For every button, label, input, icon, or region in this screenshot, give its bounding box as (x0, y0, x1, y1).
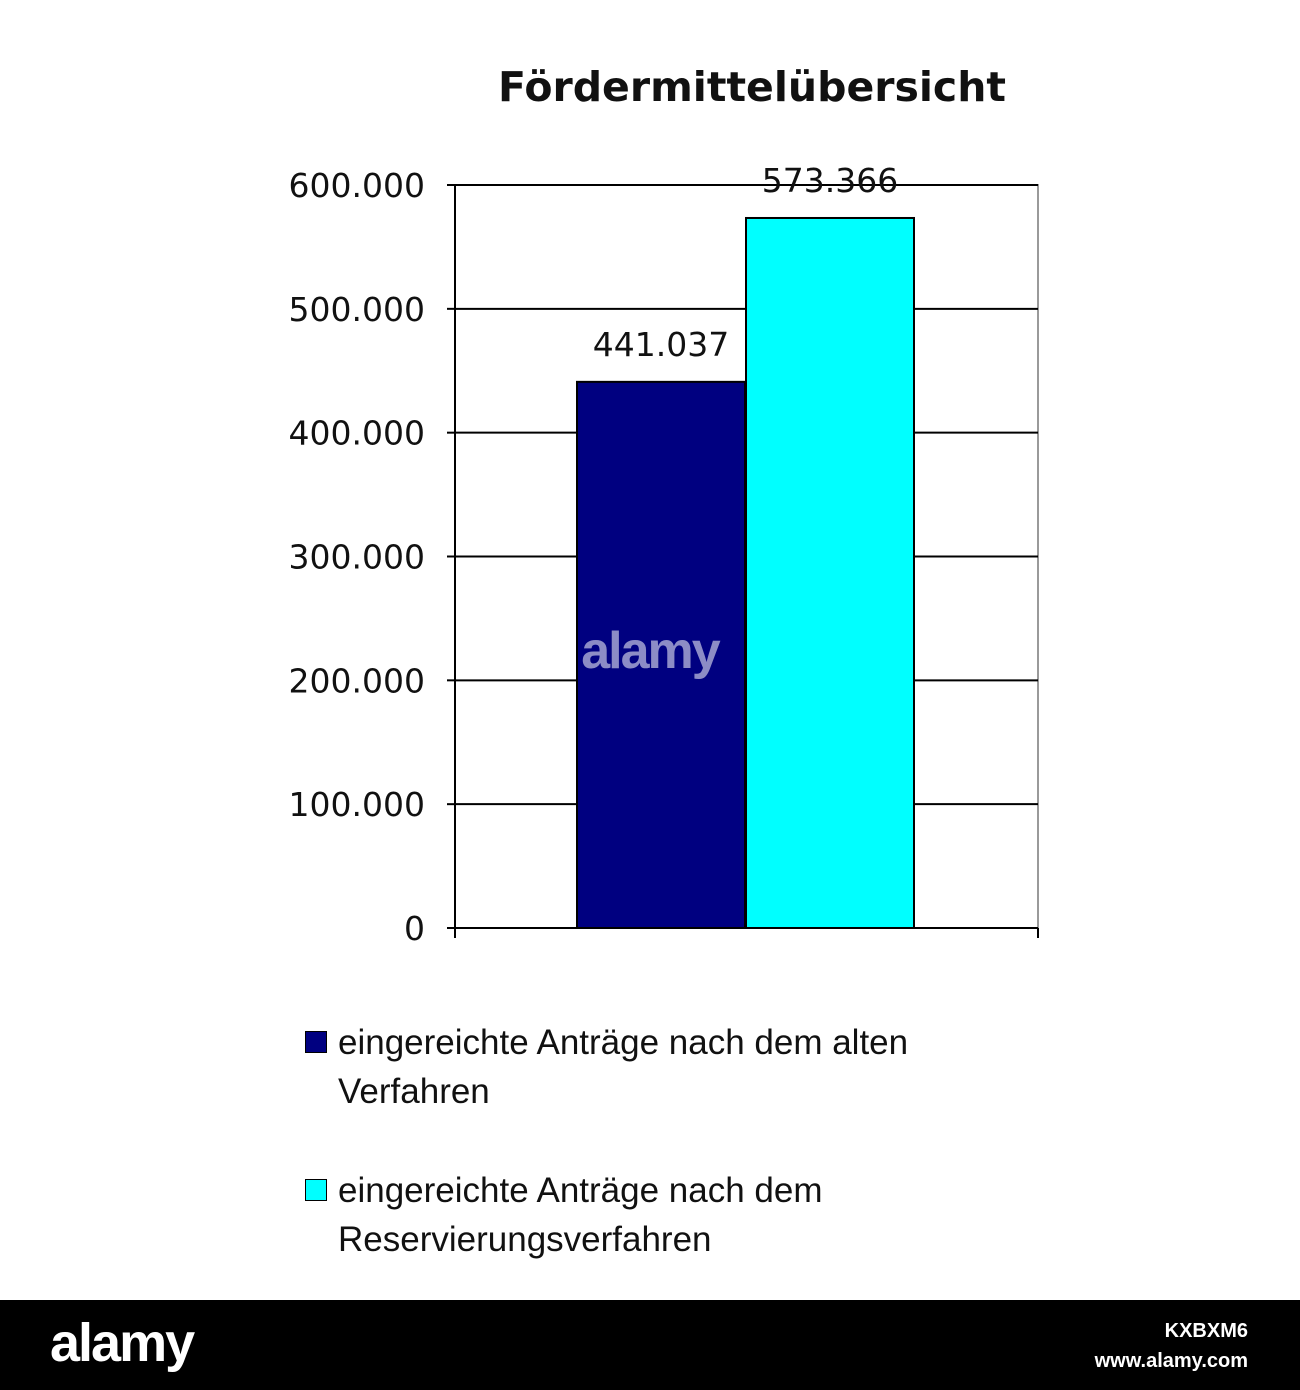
watermark-text: alamy (581, 622, 721, 680)
legend-label-alt: eingereichte Anträge nach dem alten Verf… (338, 1023, 909, 1111)
chart-title: Fördermittelübersicht (498, 63, 1006, 111)
legend-item-reservierung: eingereichte Anträge nach dem Reservieru… (305, 1166, 985, 1264)
legend-swatch-alt (305, 1031, 327, 1053)
y-tick-label: 600.000 (289, 166, 425, 205)
legend: eingereichte Anträge nach dem alten Verf… (305, 1018, 985, 1314)
data-label-reservierung: 573.366 (762, 161, 898, 200)
watermark-image-id: KXBXM6 (1164, 1320, 1248, 1342)
watermark-logo: alamy (50, 1313, 195, 1373)
legend-item-alt: eingereichte Anträge nach dem alten Verf… (305, 1018, 985, 1116)
watermark-url: www.alamy.com (1094, 1350, 1248, 1372)
y-tick-label: 400.000 (289, 414, 425, 453)
y-tick-label: 500.000 (289, 290, 425, 329)
bar-chart: Fördermittelübersicht 0 100.000 200.000 300… (289, 63, 1039, 948)
bar-reservierung (745, 216, 915, 930)
y-tick-label: 300.000 (289, 538, 425, 577)
y-tick-label: 100.000 (289, 785, 425, 824)
y-tick-label: 200.000 (289, 661, 425, 700)
watermark-footer: alamy KXBXM6 www.alamy.com (0, 1300, 1300, 1390)
legend-label-reservierung: eingereichte Anträge nach dem Reservieru… (338, 1171, 823, 1259)
data-label-alt: 441.037 (593, 325, 729, 364)
y-tick-label: 0 (404, 909, 425, 948)
legend-swatch-reservierung (305, 1179, 327, 1201)
